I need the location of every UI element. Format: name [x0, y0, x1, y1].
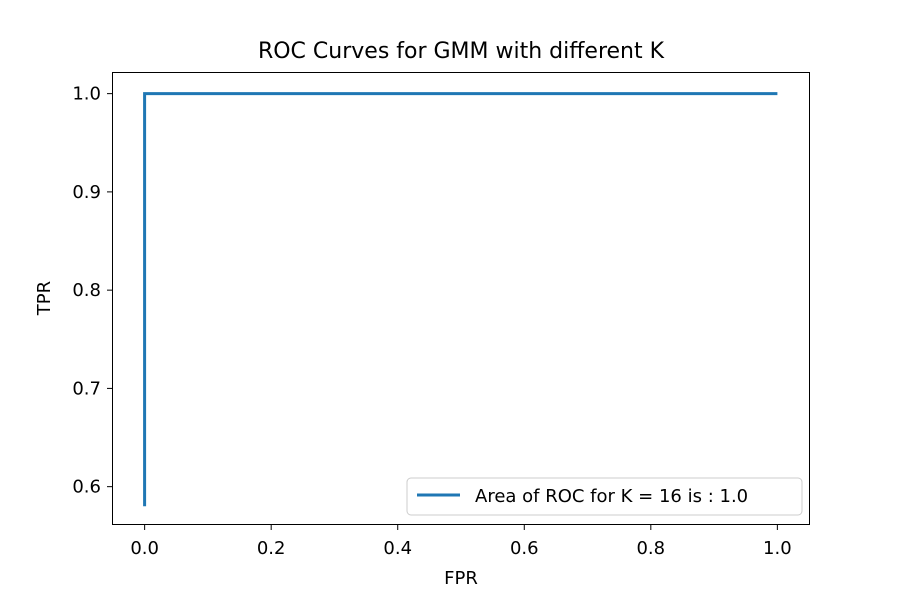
chart-title: ROC Curves for GMM with different K — [258, 39, 665, 64]
axes-frame — [112, 72, 810, 525]
y-axis-label: TPR — [34, 281, 55, 316]
x-tick-label: 0.8 — [636, 538, 665, 559]
x-tick-label: 0.2 — [257, 538, 286, 559]
legend-label: Area of ROC for K = 16 is : 1.0 — [475, 486, 748, 507]
x-tick-label: 0.0 — [130, 538, 159, 559]
y-tick-label: 0.9 — [72, 182, 101, 203]
y-tick-label: 0.7 — [72, 378, 101, 399]
x-tick-label: 1.0 — [763, 538, 792, 559]
x-axis: 0.0 0.2 0.4 0.6 0.8 1.0 — [130, 524, 792, 559]
legend: Area of ROC for K = 16 is : 1.0 — [406, 477, 803, 516]
x-tick-label: 0.6 — [510, 538, 539, 559]
roc-curve-line — [143, 92, 778, 507]
y-tick-label: 1.0 — [72, 84, 101, 105]
x-axis-label: FPR — [444, 568, 478, 589]
y-tick-label: 0.6 — [72, 477, 101, 498]
plot-area — [143, 92, 778, 507]
legend-box — [406, 477, 803, 516]
x-tick-label: 0.4 — [383, 538, 412, 559]
y-tick-label: 0.8 — [72, 280, 101, 301]
y-axis: 0.6 0.7 0.8 0.9 1.0 — [72, 84, 113, 498]
